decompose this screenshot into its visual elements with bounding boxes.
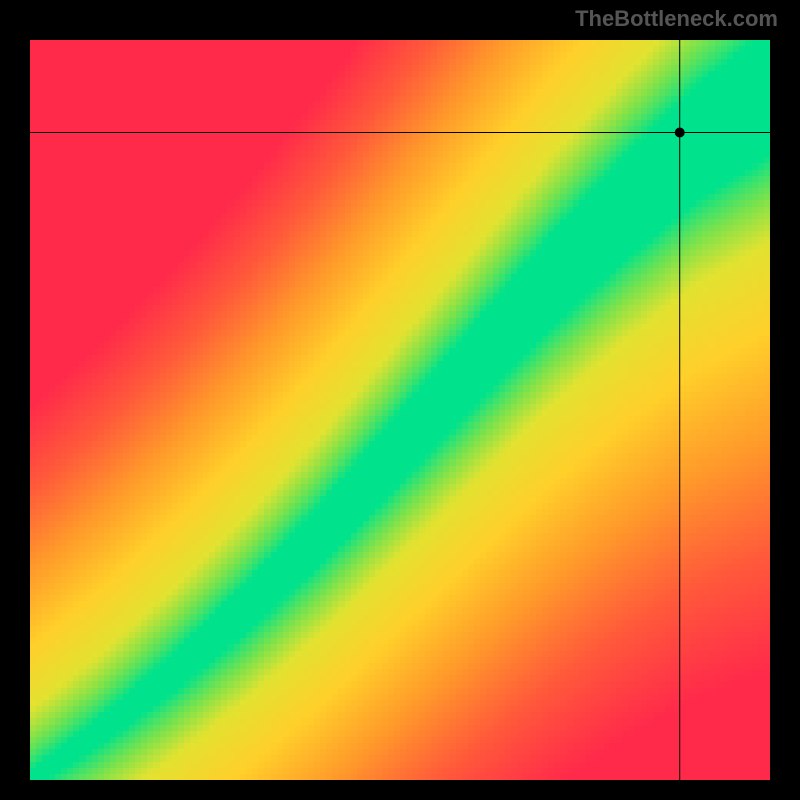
chart-container: TheBottleneck.com [0,0,800,800]
overlay-layer [0,0,800,800]
marker-dot [675,128,685,138]
watermark-text: TheBottleneck.com [575,6,778,32]
